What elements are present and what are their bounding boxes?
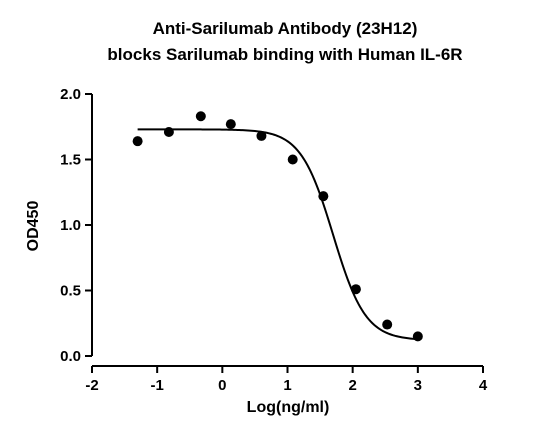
data-point xyxy=(287,154,298,165)
y-tick-label: 0.0 xyxy=(60,348,81,365)
x-tick-label: -1 xyxy=(150,377,163,394)
y-tick-label: 2.0 xyxy=(60,86,81,103)
data-point xyxy=(163,126,174,137)
x-tick-label: 0 xyxy=(218,377,226,394)
x-axis-label: Log(ng/ml) xyxy=(247,399,330,416)
data-point xyxy=(225,119,236,130)
axes xyxy=(91,94,483,367)
data-point xyxy=(256,130,267,141)
chart-title: Anti-Sarilumab Antibody (23H12) blocks S… xyxy=(107,19,462,64)
x-axis-ticks: -2 -1 0 1 2 3 4 xyxy=(85,366,488,394)
x-tick-label: 3 xyxy=(414,377,422,394)
x-tick-label: 1 xyxy=(283,377,291,394)
y-tick-label: 0.5 xyxy=(60,283,81,300)
x-tick-label: 4 xyxy=(479,377,488,394)
data-point xyxy=(382,319,393,330)
data-points xyxy=(132,111,423,342)
plot-area xyxy=(132,111,423,342)
data-point xyxy=(195,111,206,122)
chart-title-line-1: Anti-Sarilumab Antibody (23H12) xyxy=(153,19,418,38)
y-axis-label: OD450 xyxy=(25,201,42,252)
data-point xyxy=(412,331,423,342)
data-point xyxy=(318,191,329,202)
y-tick-label: 1.0 xyxy=(60,217,81,234)
y-tick-label: 1.5 xyxy=(60,152,81,169)
data-point xyxy=(350,284,361,295)
chart-title-line-2: blocks Sarilumab binding with Human IL-6… xyxy=(107,45,462,64)
y-axis-ticks: 0.0 0.5 1.0 1.5 2.0 xyxy=(60,86,92,365)
x-tick-label: -2 xyxy=(85,377,98,394)
fit-curve xyxy=(137,128,418,341)
x-tick-label: 2 xyxy=(348,377,356,394)
data-point xyxy=(132,136,143,147)
